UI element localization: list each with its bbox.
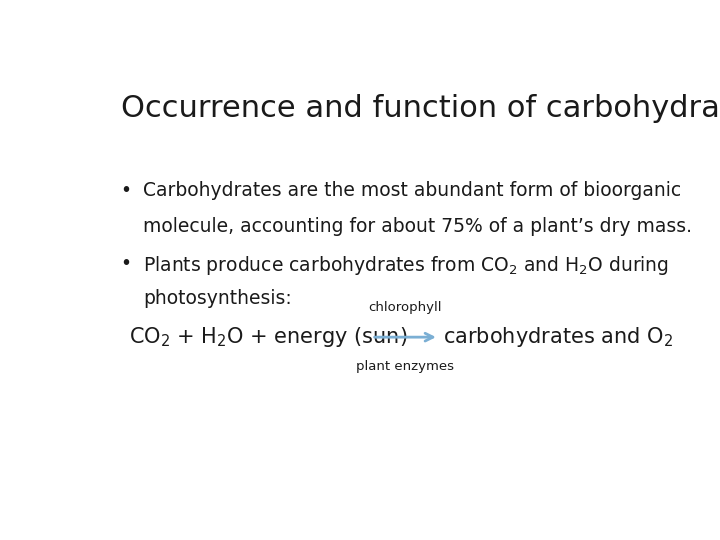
Text: •: •	[121, 181, 132, 200]
Text: plant enzymes: plant enzymes	[356, 360, 454, 373]
Text: •: •	[121, 254, 132, 273]
Text: molecule, accounting for about 75% of a plant’s dry mass.: molecule, accounting for about 75% of a …	[143, 217, 692, 235]
Text: Occurrence and function of carbohydrates: Occurrence and function of carbohydrates	[121, 94, 720, 123]
Text: photosynthesis:: photosynthesis:	[143, 289, 292, 308]
Text: Plants produce carbohydrates from CO$_2$ and H$_2$O during: Plants produce carbohydrates from CO$_2$…	[143, 254, 669, 277]
Text: carbohydrates and O$_2$: carbohydrates and O$_2$	[443, 325, 672, 349]
Text: CO$_2$ + H$_2$O + energy (sun): CO$_2$ + H$_2$O + energy (sun)	[129, 325, 408, 349]
Text: Carbohydrates are the most abundant form of bioorganic: Carbohydrates are the most abundant form…	[143, 181, 681, 200]
Text: chlorophyll: chlorophyll	[369, 301, 442, 314]
